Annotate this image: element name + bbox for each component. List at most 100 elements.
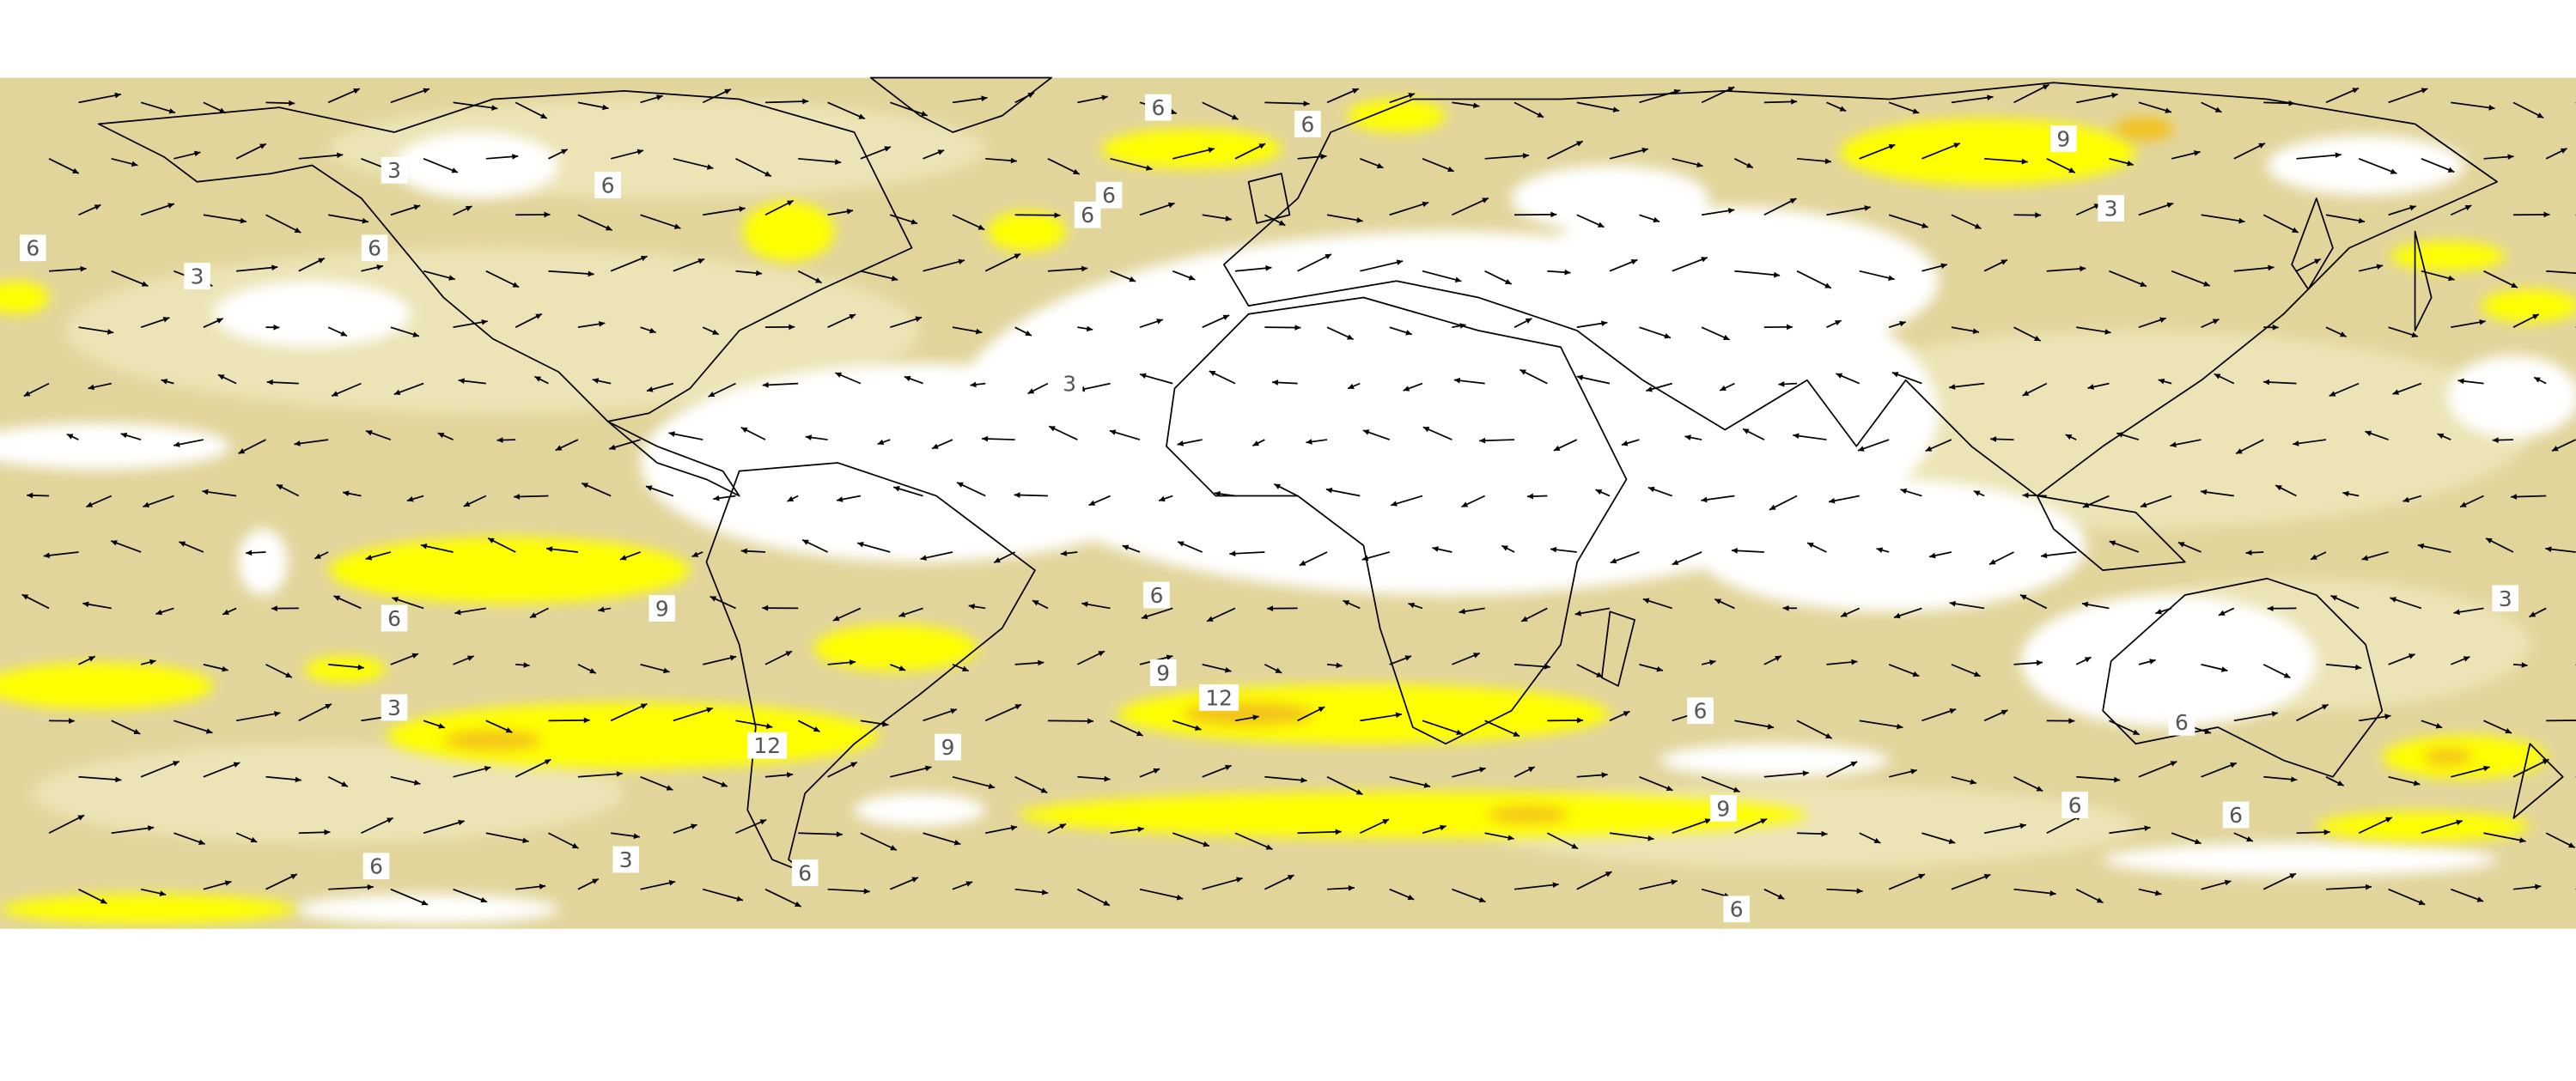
arrow-head xyxy=(69,718,75,724)
arrow-head xyxy=(2109,540,2116,546)
arrow-shaft xyxy=(2546,270,2576,275)
arrow-head xyxy=(1760,818,1768,824)
arrow-head xyxy=(1258,143,1266,149)
arrow-shaft xyxy=(2512,758,2549,778)
arrow-head xyxy=(1940,263,1947,270)
arrow-head xyxy=(721,781,728,787)
arrow-head xyxy=(802,539,809,545)
arrow-head xyxy=(1553,445,1561,451)
arrow-head xyxy=(2033,335,2041,341)
arrow-head xyxy=(1231,114,1239,120)
arrow-head xyxy=(1306,439,1312,445)
arrow-head xyxy=(1453,377,1461,384)
arrow-head xyxy=(1647,486,1655,493)
arrow-head xyxy=(668,879,676,886)
arrow-shaft xyxy=(1826,206,1871,216)
arrow-head xyxy=(357,664,364,671)
arrow-shaft xyxy=(827,888,870,893)
arrow-head xyxy=(1673,88,1681,95)
arrow-shaft xyxy=(798,157,842,164)
arrow-shaft xyxy=(1110,720,1143,737)
arrow-head xyxy=(602,104,609,111)
arrow-shaft xyxy=(111,826,155,835)
arrow-head xyxy=(2464,204,2472,211)
arrow-head xyxy=(1521,616,1528,622)
arrow-shaft xyxy=(1672,818,1712,835)
arrow-head xyxy=(333,595,341,601)
arrow-head xyxy=(2457,378,2464,385)
arrow-head xyxy=(2437,433,2445,440)
arrow-head xyxy=(2275,485,2282,491)
arrow-head xyxy=(729,654,737,661)
arrow-head xyxy=(970,381,977,388)
arrow-head xyxy=(764,171,771,177)
arrow-head xyxy=(2460,501,2467,507)
arrow-head xyxy=(762,381,769,388)
arrow-head xyxy=(2365,430,2372,436)
arrow-head xyxy=(407,496,414,502)
arrow-head xyxy=(1010,157,1017,164)
arrow-head xyxy=(1824,282,1831,288)
contour-label: 6 xyxy=(369,854,383,879)
arrow-head xyxy=(2511,494,2518,500)
contour-label: 3 xyxy=(2104,196,2118,221)
arrow-head xyxy=(529,612,537,618)
arrow-head xyxy=(2022,390,2030,396)
arrow-head xyxy=(924,765,932,772)
arrow-head xyxy=(2536,112,2544,118)
arrow-head xyxy=(2096,897,2104,903)
arrow-head xyxy=(1137,826,1144,833)
arrow-shaft xyxy=(610,255,648,272)
arrow-head xyxy=(2170,441,2177,448)
arrow-head xyxy=(1203,841,1209,847)
label-box xyxy=(381,156,408,184)
arrow-shaft xyxy=(78,775,122,781)
arrow-head xyxy=(1888,143,1896,150)
arrow-head xyxy=(80,265,87,272)
arrow-shaft xyxy=(890,101,929,117)
contour-label: 3 xyxy=(1063,371,1076,396)
arrow-head xyxy=(1630,259,1638,265)
arrow-head xyxy=(1899,320,1906,327)
arrow-head xyxy=(1348,884,1355,891)
arrow-head xyxy=(835,159,842,165)
calm-regions xyxy=(0,132,2576,925)
arrow-head xyxy=(691,551,699,557)
arrow-head xyxy=(2258,143,2265,149)
arrow-head xyxy=(2201,489,2208,495)
arrow-head xyxy=(1129,276,1136,282)
arrow-shaft xyxy=(673,157,714,169)
arrow-shaft xyxy=(548,719,590,722)
arrow-head xyxy=(480,896,488,903)
arrow-head xyxy=(571,842,579,848)
arrow-shaft xyxy=(923,832,961,846)
arrow-head xyxy=(1167,202,1175,209)
arrow-shaft xyxy=(203,214,247,222)
arrow-head xyxy=(2080,265,2086,272)
arrow-head xyxy=(294,227,301,234)
arrow-head xyxy=(1214,490,1221,497)
arrow-head xyxy=(1325,254,1332,260)
arrow-head xyxy=(765,723,773,730)
arrow-head xyxy=(785,651,793,657)
arrow-head xyxy=(392,597,399,603)
arrow-shaft xyxy=(328,214,369,223)
arrow-head xyxy=(849,313,856,320)
arrow-head xyxy=(2483,765,2490,772)
arrow-head xyxy=(2384,714,2391,720)
arrow-head xyxy=(1873,837,1881,843)
arrow-head xyxy=(2545,546,2552,553)
arrow-shaft xyxy=(298,703,332,722)
arrow-head xyxy=(1459,608,1465,615)
arrow-head xyxy=(1225,764,1232,771)
arrow-head xyxy=(2289,873,2296,879)
arrow-head xyxy=(82,601,89,608)
arrow-head xyxy=(202,489,209,495)
arrow-head xyxy=(141,281,149,287)
arrow-head xyxy=(496,437,503,443)
arrow-head xyxy=(1014,492,1020,498)
arrow-head xyxy=(2068,167,2075,173)
arrow-head xyxy=(2479,319,2486,325)
arrow-head xyxy=(2453,609,2460,616)
arrow-head xyxy=(1482,197,1489,203)
